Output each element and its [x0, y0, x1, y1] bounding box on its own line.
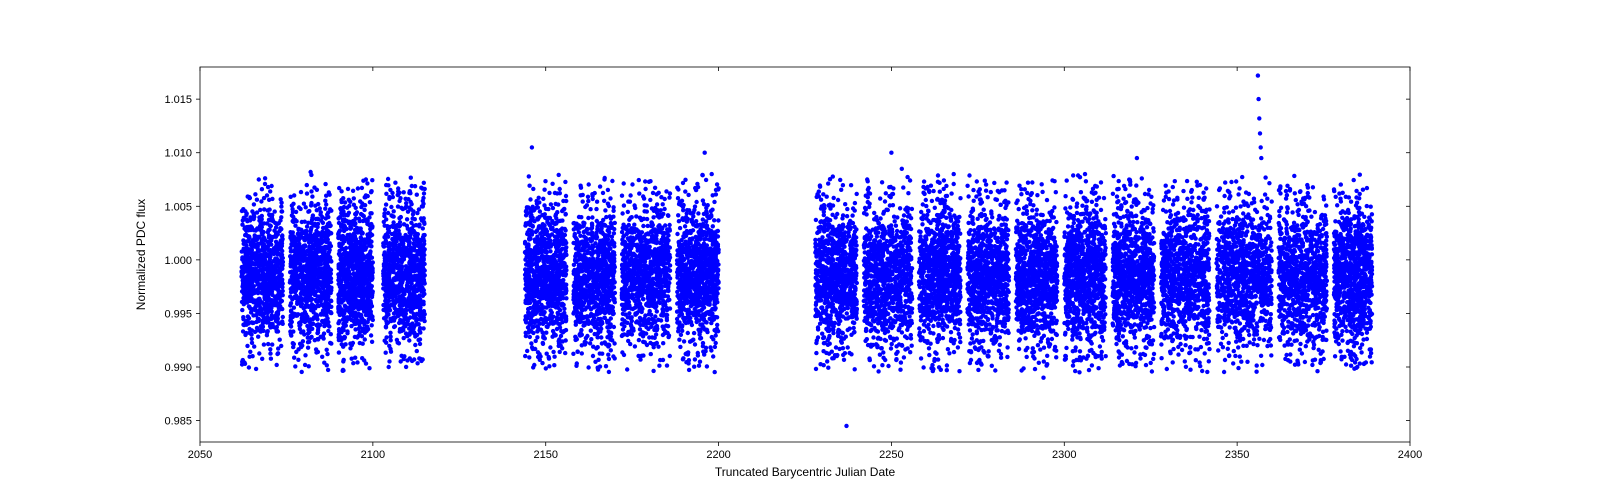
x-axis-label: Truncated Barycentric Julian Date [715, 465, 896, 479]
y-tick-label: 1.005 [164, 201, 192, 213]
x-tick-label: 2250 [879, 449, 903, 461]
y-tick-label: 1.015 [164, 94, 192, 106]
y-axis-label: Normalized PDC flux [134, 199, 148, 310]
x-tick-label: 2400 [1398, 449, 1422, 461]
y-tick-label: 1.010 [164, 148, 192, 160]
chart-svg: 2050 2100 2150 2200 2250 2300 2350 2400 0.985 0.9… [0, 0, 1600, 500]
x-tick-label: 2150 [533, 449, 557, 461]
x-tick-label: 2200 [706, 449, 730, 461]
y-tick-label: 0.990 [164, 362, 192, 374]
x-tick-label: 2100 [361, 449, 385, 461]
y-tick-label: 0.995 [164, 308, 192, 320]
x-tick-label: 2050 [188, 449, 212, 461]
y-tick-label: 1.000 [164, 255, 192, 267]
x-tick-label: 2300 [1052, 449, 1076, 461]
y-tick-label: 0.985 [164, 416, 192, 428]
x-tick-label: 2350 [1225, 449, 1249, 461]
scatter-chart: 2050 2100 2150 2200 2250 2300 2350 2400 0.985 0.9… [0, 0, 1600, 500]
